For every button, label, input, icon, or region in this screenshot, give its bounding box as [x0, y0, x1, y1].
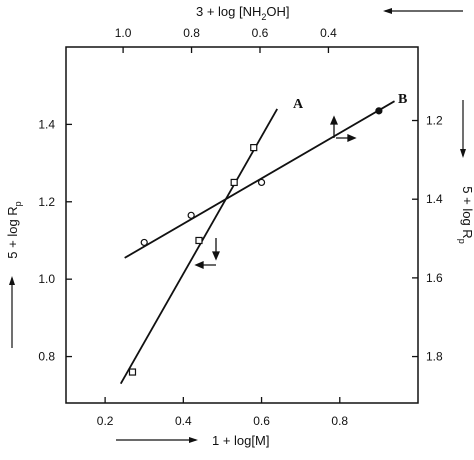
y-tick-label: 1.4 — [38, 117, 55, 131]
x-top-axis-title-main: 3 + log [NH — [196, 4, 261, 19]
y-right-tick-label: 1.8 — [426, 350, 443, 364]
x-bottom-axis-arrow — [116, 437, 198, 443]
x-top-axis-arrow — [383, 8, 463, 14]
x-top-tick-label: 1.0 — [115, 26, 132, 40]
point-b — [187, 211, 195, 219]
y-left-axis-title-sub: p — [13, 201, 23, 206]
y-tick-label: 1.0 — [38, 272, 55, 286]
x-ticks-top: 1.0 0.8 0.6 0.4 — [115, 26, 337, 53]
y-tick-label: 1.2 — [38, 195, 55, 209]
x-tick-label: 0.6 — [253, 414, 270, 428]
y-right-axis-title-sub: p — [457, 239, 467, 244]
point-a — [250, 144, 258, 152]
point-a — [195, 236, 203, 245]
x-top-axis-title: 3 + log [NH2OH] — [196, 4, 290, 22]
x-tick-label: 0.8 — [331, 414, 348, 428]
arrow-b-right-head — [347, 134, 357, 142]
x-top-tick-label: 0.8 — [183, 26, 200, 40]
point-a — [128, 368, 137, 376]
plot-frame — [65, 46, 419, 404]
y-left-arrow-head — [9, 276, 15, 285]
y-right-tick-label: 1.2 — [426, 114, 443, 128]
fit-lines — [119, 100, 395, 385]
y-left-axis-title-group: 5 + log Rp — [5, 201, 23, 258]
axis-pointer-arrows-b — [330, 115, 357, 142]
data-points — [128, 107, 383, 376]
y-ticks-right: 1.2 1.4 1.6 1.8 — [412, 114, 443, 364]
y-right-axis-title: 5 + log Rp — [457, 186, 474, 243]
y-left-axis-title-main: 5 + log R — [5, 206, 20, 258]
y-right-arrow-head — [460, 149, 466, 158]
series-b-label: B — [398, 92, 407, 107]
x-ticks-bottom: 0.2 0.4 0.6 0.8 — [97, 397, 348, 428]
y-left-axis-title: 5 + log Rp — [5, 201, 23, 258]
x-top-tick-label: 0.6 — [252, 26, 269, 40]
arrow-b-up-head — [330, 115, 338, 125]
x-top-axis-title-sub: 2 — [261, 12, 266, 22]
y-right-tick-label: 1.4 — [426, 192, 443, 206]
point-b — [375, 107, 383, 115]
y-right-tick-label: 1.6 — [426, 271, 443, 285]
arrow-a-left-head — [194, 261, 204, 269]
y-right-axis-arrow — [460, 100, 466, 158]
y-right-axis-title-main: 5 + log R — [460, 186, 474, 238]
x-bottom-arrow-head — [189, 437, 198, 443]
x-bottom-axis-title: 1 + log[M] — [212, 433, 269, 448]
x-top-axis-title-end: OH] — [266, 4, 289, 19]
x-tick-label: 0.2 — [97, 414, 114, 428]
x-tick-label: 0.4 — [175, 414, 192, 428]
arrow-a-down-head — [212, 251, 220, 261]
x-top-arrow-head — [383, 8, 392, 14]
series-a-label: A — [293, 97, 304, 112]
x-top-tick-label: 0.4 — [320, 26, 337, 40]
axis-pointer-arrows-a — [194, 238, 220, 269]
y-tick-label: 0.8 — [38, 350, 55, 364]
point-a — [230, 178, 238, 187]
point-b — [140, 238, 148, 247]
fit-line-a — [119, 108, 278, 385]
y-right-axis-title-group: 5 + log Rp — [457, 186, 474, 243]
y-left-axis-arrow — [9, 276, 15, 348]
y-ticks-left: 0.8 1.0 1.2 1.4 — [38, 117, 72, 364]
point-b — [257, 178, 266, 187]
